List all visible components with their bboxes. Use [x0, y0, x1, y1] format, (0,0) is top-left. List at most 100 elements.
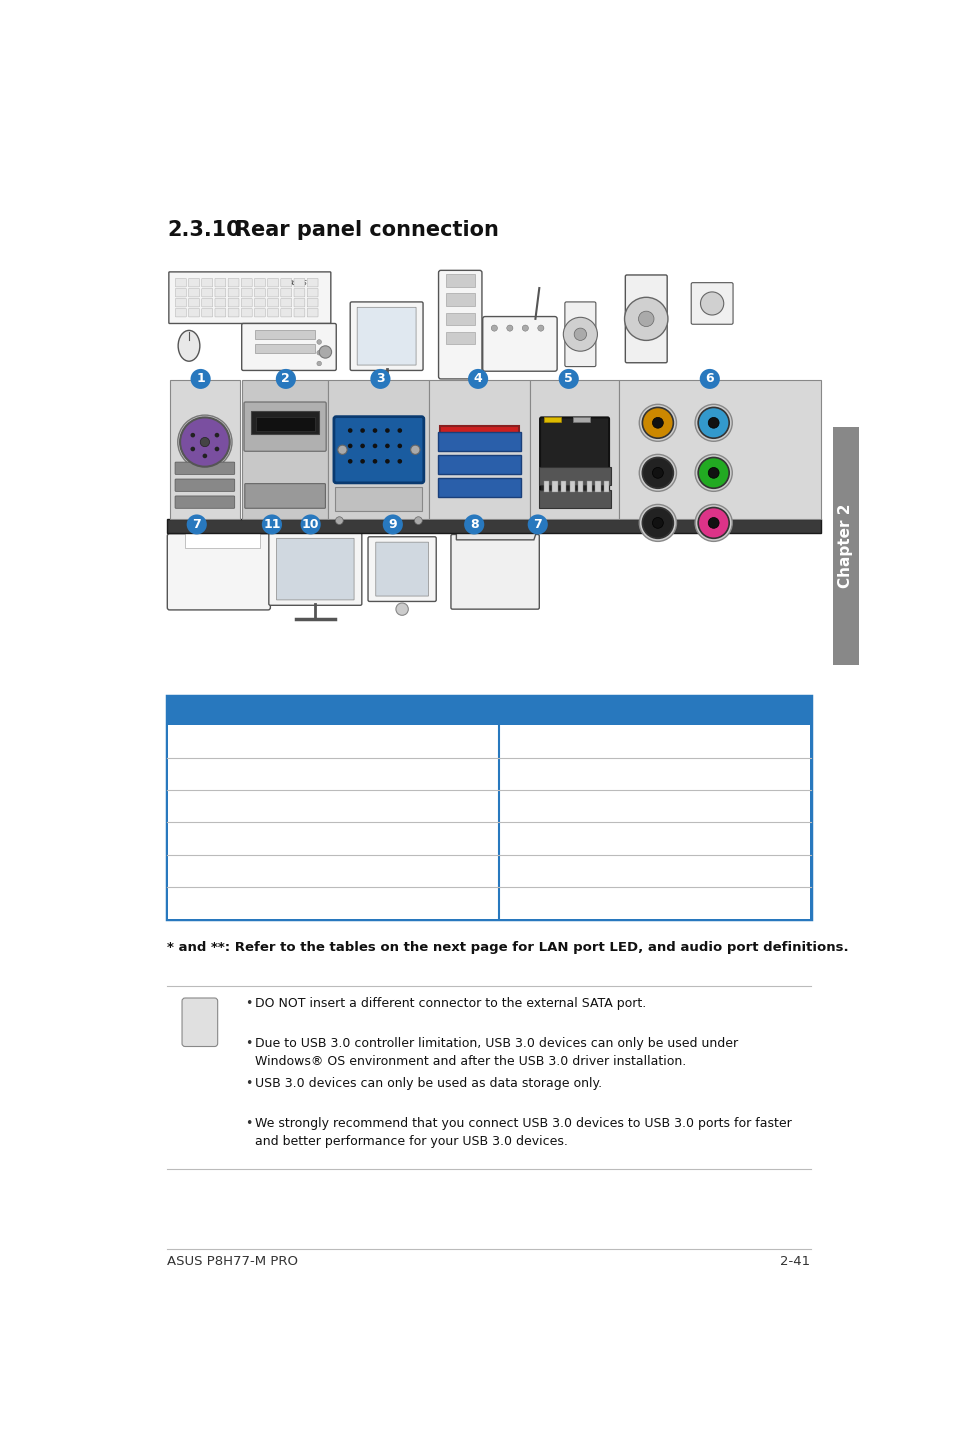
Circle shape	[200, 437, 210, 447]
Circle shape	[624, 298, 667, 341]
Circle shape	[373, 429, 377, 433]
Circle shape	[574, 328, 586, 341]
FancyBboxPatch shape	[294, 289, 305, 296]
Circle shape	[370, 370, 390, 388]
FancyBboxPatch shape	[168, 758, 809, 789]
Text: USB 3.0 devices can only be used as data storage only.: USB 3.0 devices can only be used as data…	[254, 1077, 601, 1090]
FancyBboxPatch shape	[268, 289, 278, 296]
Circle shape	[316, 339, 321, 344]
FancyBboxPatch shape	[307, 289, 317, 296]
FancyBboxPatch shape	[169, 272, 331, 324]
FancyBboxPatch shape	[307, 309, 317, 316]
FancyBboxPatch shape	[255, 417, 314, 431]
Text: 5.   LAN (RJ-45) port*: 5. LAN (RJ-45) port*	[178, 863, 331, 879]
Text: 9.   DVI port: 9. DVI port	[509, 798, 597, 814]
Circle shape	[707, 467, 719, 479]
FancyBboxPatch shape	[202, 289, 213, 296]
FancyBboxPatch shape	[269, 533, 361, 605]
FancyBboxPatch shape	[244, 403, 326, 452]
FancyBboxPatch shape	[375, 542, 428, 597]
FancyBboxPatch shape	[294, 309, 305, 316]
Circle shape	[521, 325, 528, 331]
FancyBboxPatch shape	[241, 324, 335, 371]
Circle shape	[695, 454, 732, 492]
Text: •: •	[245, 997, 253, 1011]
Circle shape	[700, 292, 723, 315]
FancyBboxPatch shape	[572, 417, 589, 421]
FancyBboxPatch shape	[175, 309, 186, 316]
Circle shape	[638, 311, 654, 326]
FancyBboxPatch shape	[539, 417, 608, 498]
Circle shape	[385, 429, 390, 433]
FancyBboxPatch shape	[168, 823, 809, 854]
Circle shape	[491, 325, 497, 331]
Text: Due to USB 3.0 controller limitation, USB 3.0 devices can only be used under
Win: Due to USB 3.0 controller limitation, US…	[254, 1037, 738, 1068]
FancyBboxPatch shape	[268, 309, 278, 316]
FancyBboxPatch shape	[268, 279, 278, 288]
Circle shape	[537, 325, 543, 331]
FancyBboxPatch shape	[280, 309, 292, 316]
FancyBboxPatch shape	[335, 487, 422, 510]
Circle shape	[698, 457, 728, 489]
FancyBboxPatch shape	[189, 309, 199, 316]
FancyBboxPatch shape	[168, 725, 809, 758]
Circle shape	[639, 404, 676, 441]
Circle shape	[214, 447, 219, 452]
FancyBboxPatch shape	[445, 275, 475, 286]
Circle shape	[335, 516, 343, 525]
Text: ASUS P8H77-M PRO: ASUS P8H77-M PRO	[167, 1255, 298, 1268]
FancyBboxPatch shape	[168, 887, 809, 919]
FancyBboxPatch shape	[254, 344, 315, 352]
Circle shape	[652, 417, 662, 429]
Text: 5: 5	[564, 372, 573, 385]
Circle shape	[695, 505, 732, 541]
FancyBboxPatch shape	[241, 279, 252, 288]
FancyBboxPatch shape	[228, 299, 239, 306]
Circle shape	[641, 508, 673, 538]
FancyBboxPatch shape	[254, 289, 265, 296]
Circle shape	[506, 325, 513, 331]
FancyBboxPatch shape	[214, 299, 226, 306]
Text: 1: 1	[196, 372, 205, 385]
FancyBboxPatch shape	[537, 490, 610, 508]
FancyBboxPatch shape	[586, 480, 592, 492]
FancyBboxPatch shape	[168, 854, 809, 887]
Circle shape	[360, 429, 365, 433]
Circle shape	[261, 515, 282, 535]
FancyBboxPatch shape	[276, 538, 354, 600]
FancyBboxPatch shape	[170, 381, 240, 519]
Text: 11: 11	[263, 518, 280, 531]
FancyBboxPatch shape	[167, 519, 820, 533]
Circle shape	[639, 505, 676, 541]
FancyBboxPatch shape	[537, 467, 610, 485]
Circle shape	[187, 515, 207, 535]
FancyBboxPatch shape	[174, 462, 234, 475]
FancyBboxPatch shape	[334, 417, 423, 483]
Text: 4: 4	[474, 372, 482, 385]
FancyBboxPatch shape	[228, 309, 239, 316]
Text: 2.3.10: 2.3.10	[167, 220, 241, 240]
FancyBboxPatch shape	[168, 789, 809, 823]
FancyBboxPatch shape	[254, 309, 265, 316]
Circle shape	[316, 361, 321, 365]
Text: 2-41: 2-41	[780, 1255, 810, 1268]
Circle shape	[397, 443, 402, 449]
FancyBboxPatch shape	[307, 299, 317, 306]
FancyBboxPatch shape	[832, 427, 858, 666]
Text: 11.  DisplayPort: 11. DisplayPort	[509, 863, 624, 879]
FancyBboxPatch shape	[214, 289, 226, 296]
FancyBboxPatch shape	[202, 309, 213, 316]
FancyBboxPatch shape	[167, 696, 810, 725]
Text: 6: 6	[705, 372, 714, 385]
Circle shape	[397, 459, 402, 463]
FancyBboxPatch shape	[307, 279, 317, 288]
Circle shape	[177, 416, 232, 469]
FancyBboxPatch shape	[691, 283, 732, 324]
FancyBboxPatch shape	[174, 479, 234, 492]
FancyBboxPatch shape	[564, 302, 596, 367]
FancyBboxPatch shape	[543, 417, 560, 421]
Circle shape	[562, 318, 597, 351]
Circle shape	[639, 454, 676, 492]
Circle shape	[698, 508, 728, 538]
Text: Rear panel connectors: Rear panel connectors	[176, 703, 369, 719]
